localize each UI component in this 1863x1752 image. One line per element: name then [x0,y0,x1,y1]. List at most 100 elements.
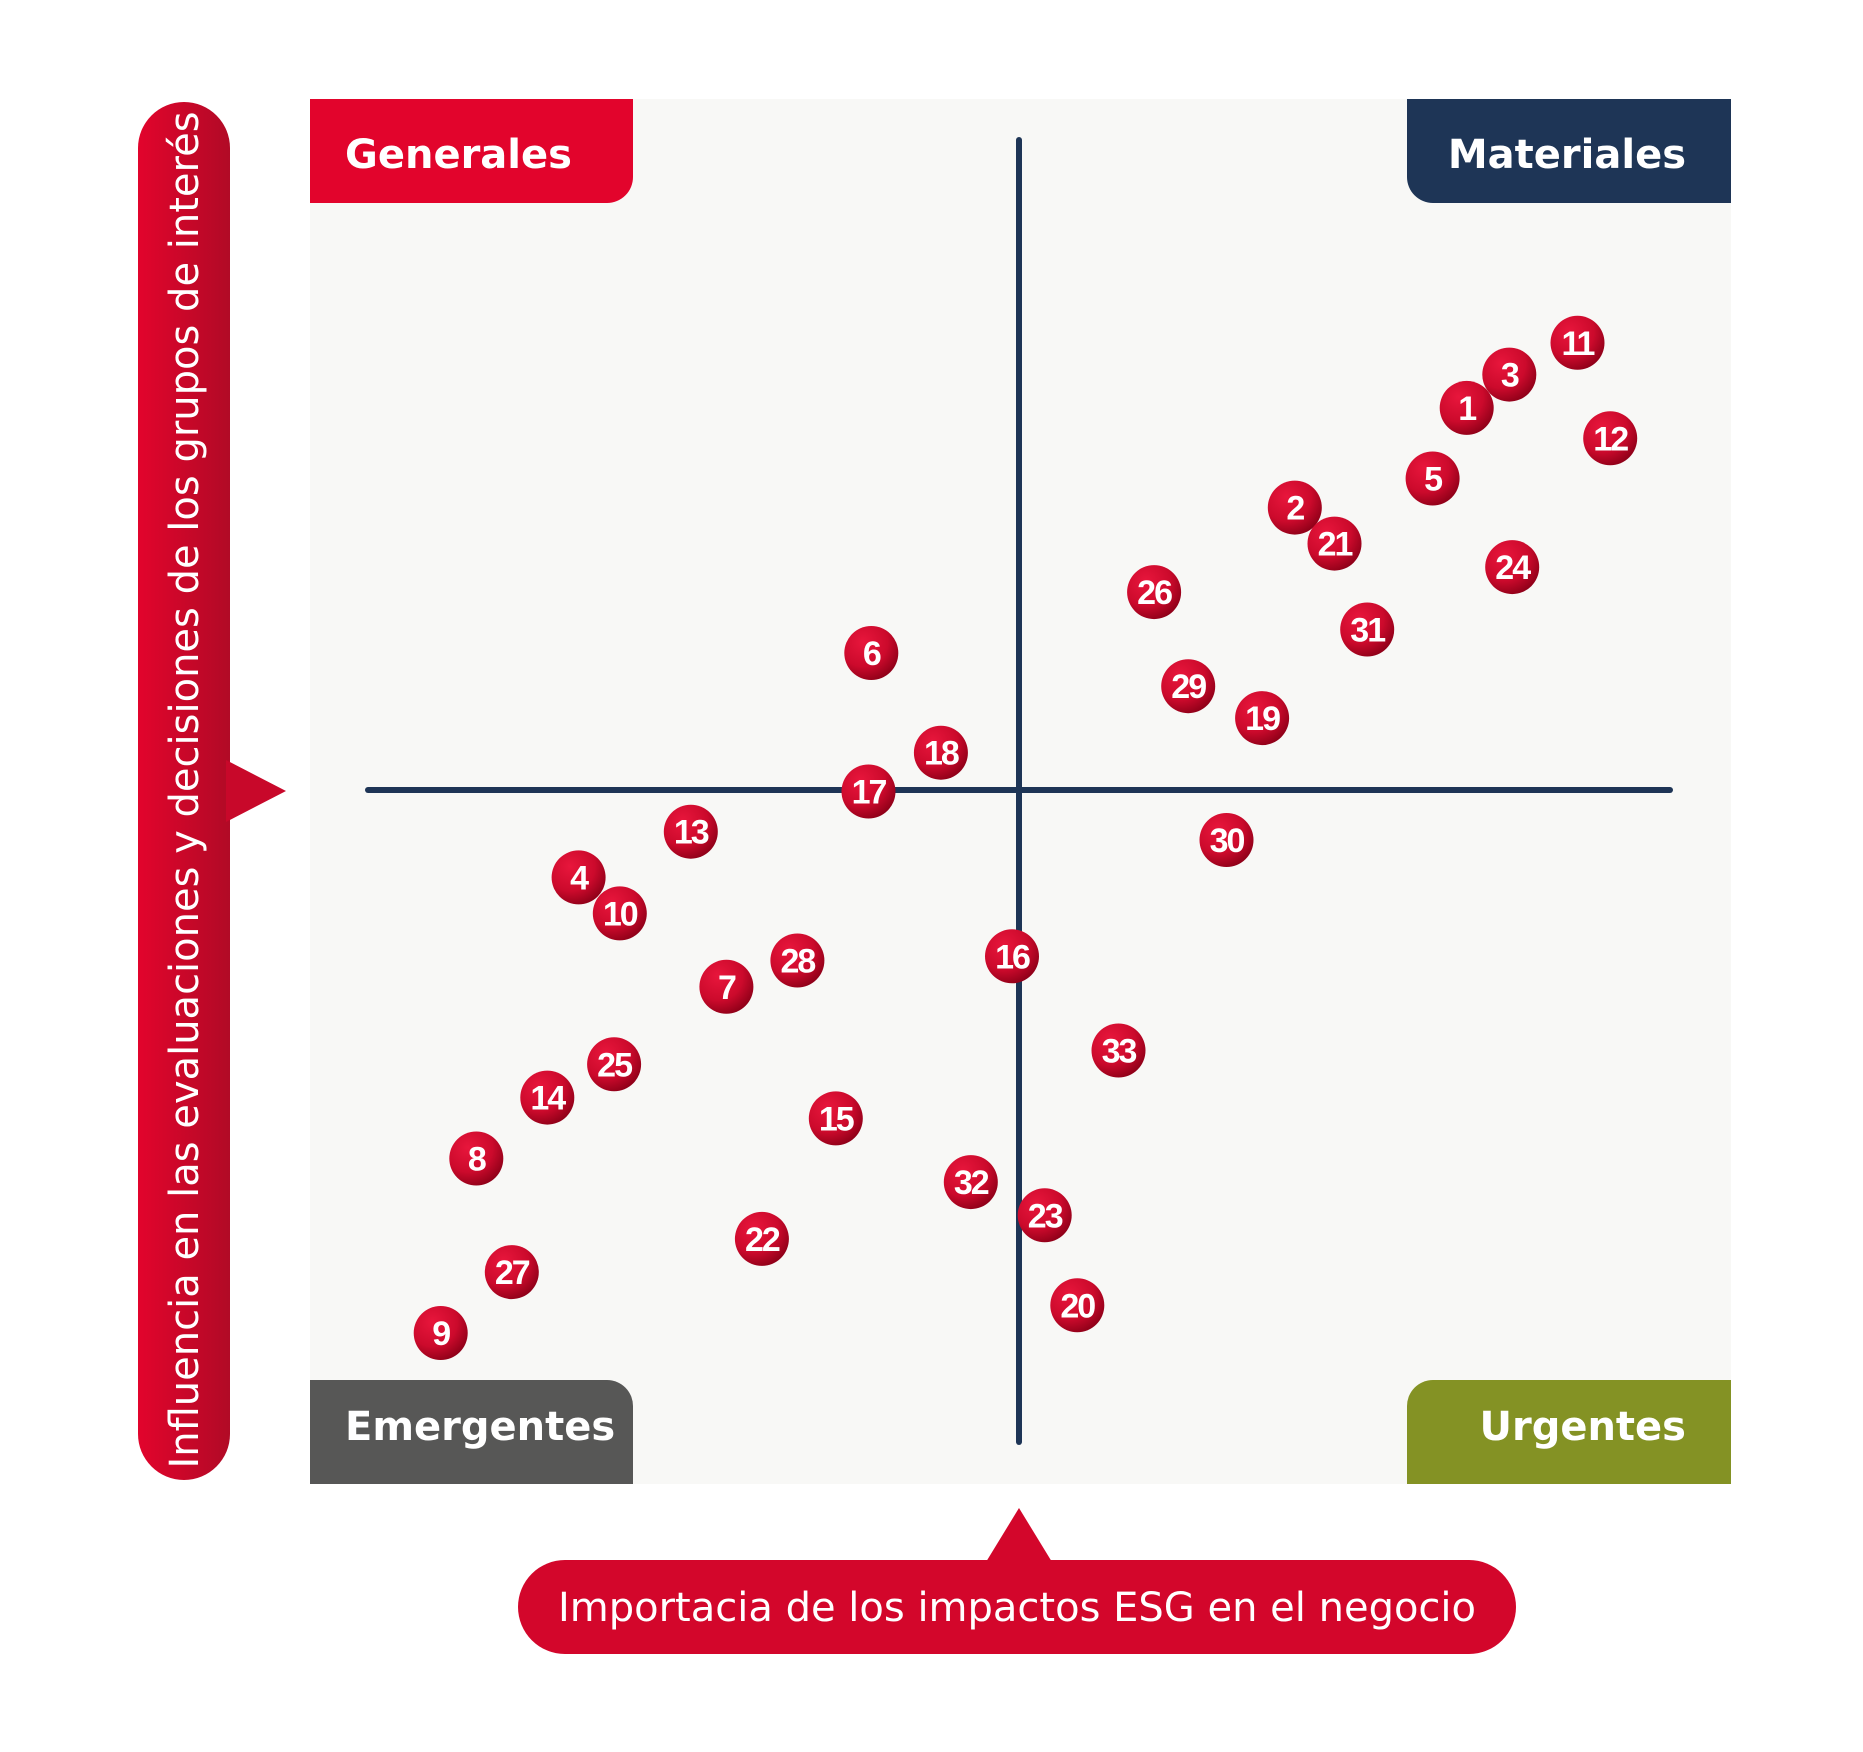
data-point-marker [1091,1023,1146,1078]
data-point-20: 20 [1050,1278,1105,1333]
data-point-marker [1199,813,1254,867]
data-point-label: 26 [1137,574,1172,612]
data-point-19: 19 [1235,691,1290,746]
data-point-33: 33 [1091,1023,1146,1078]
data-point-label: 7 [718,969,736,1007]
data-point-label: 22 [745,1221,780,1259]
data-point-16: 16 [985,929,1039,984]
data-point-13: 13 [663,804,718,859]
data-point-marker [1405,451,1460,506]
data-point-marker [1485,540,1540,595]
quadrant-materiales-label: Materiales [1448,132,1686,178]
data-point-28: 28 [770,933,825,988]
data-point-marker [943,1155,998,1210]
quadrant-urgentes-label: Urgentes [1479,1404,1686,1450]
quadrant-urgentes: Urgentes [1407,1380,1731,1484]
data-point-label: 19 [1245,700,1280,738]
data-point-marker [1127,565,1182,620]
data-point-label: 31 [1350,612,1385,650]
y-axis-label: Influencia en las evaluaciones y decisio… [162,111,208,1468]
data-point-marker [1235,691,1290,746]
data-point-label: 16 [995,938,1030,976]
data-point-marker [1550,315,1605,370]
data-point-marker [484,1245,539,1300]
data-point-marker [1583,411,1638,466]
data-point-label: 29 [1171,668,1206,706]
data-point-label: 27 [495,1254,530,1292]
data-point-27: 27 [484,1245,539,1300]
data-point-marker [413,1306,468,1360]
quadrant-generales: Generales [310,99,633,203]
data-point-7: 7 [699,959,754,1014]
data-point-label: 12 [1593,420,1628,458]
y-axis-pill: Influencia en las evaluaciones y decisio… [138,102,286,1480]
data-point-1: 1 [1439,380,1494,435]
data-point-marker [1161,659,1216,714]
data-point-label: 6 [863,635,881,673]
quadrant-materiales: Materiales [1407,99,1731,203]
data-point-label: 17 [852,774,887,812]
data-point-22: 22 [734,1211,789,1266]
data-point-label: 10 [603,895,638,933]
data-point-11: 11 [1550,315,1605,370]
quadrant-emergentes: Emergentes [310,1380,633,1484]
data-point-label: 1 [1458,390,1476,428]
x-axis-pill: Importacia de los impactos ESG en el neg… [518,1508,1516,1654]
data-point-marker [587,1037,642,1092]
data-point-17: 17 [841,764,896,819]
data-point-marker [663,804,718,859]
data-point-label: 25 [597,1046,632,1084]
data-point-label: 4 [570,859,589,897]
data-point-label: 3 [1501,357,1519,395]
data-point-29: 29 [1161,659,1216,714]
data-point-marker [1439,380,1494,435]
data-point-marker [592,886,647,941]
data-point-marker [985,929,1039,984]
data-point-marker [449,1131,504,1186]
data-point-32: 32 [943,1155,998,1210]
data-point-label: 8 [468,1141,486,1179]
y-axis-pointer [226,760,286,822]
data-point-label: 11 [1562,325,1595,363]
data-point-marker [1267,480,1322,535]
quadrant-generales-label: Generales [345,132,572,178]
data-point-21: 21 [1307,516,1362,571]
data-point-marker [699,959,754,1014]
x-axis-label: Importacia de los impactos ESG en el neg… [558,1585,1476,1631]
data-point-label: 2 [1286,490,1304,528]
data-point-label: 24 [1495,549,1531,587]
x-axis-pointer [986,1508,1052,1562]
data-point-marker [808,1091,863,1146]
data-point-marker [1340,602,1395,657]
data-point-marker [841,764,896,819]
data-point-label: 21 [1318,526,1353,564]
quadrant-emergentes-label: Emergentes [345,1404,615,1450]
data-point-marker [551,850,606,905]
data-point-label: 28 [780,943,815,981]
data-point-marker [520,1070,575,1125]
data-point-2: 2 [1267,480,1322,535]
data-point-10: 10 [592,886,647,941]
data-point-31: 31 [1340,602,1395,657]
data-point-marker [1050,1278,1105,1333]
data-point-label: 18 [924,735,959,773]
data-point-14: 14 [520,1070,575,1125]
data-point-label: 15 [819,1100,854,1138]
data-point-9: 9 [413,1306,468,1360]
data-point-label: 9 [432,1315,450,1353]
data-point-30: 30 [1199,813,1254,867]
data-points: 1234567891011121314151617181920212223242… [413,315,1638,1360]
data-point-12: 12 [1583,411,1638,466]
data-point-marker [1307,516,1362,571]
data-point-15: 15 [808,1091,863,1146]
data-point-label: 30 [1210,822,1245,860]
data-point-label: 20 [1060,1287,1095,1325]
data-point-label: 14 [530,1080,566,1118]
data-point-marker [913,725,968,780]
data-point-6: 6 [844,626,899,680]
data-point-label: 5 [1424,461,1442,499]
data-point-23: 23 [1017,1188,1072,1243]
data-point-marker [1017,1188,1072,1243]
data-point-marker [844,626,899,680]
